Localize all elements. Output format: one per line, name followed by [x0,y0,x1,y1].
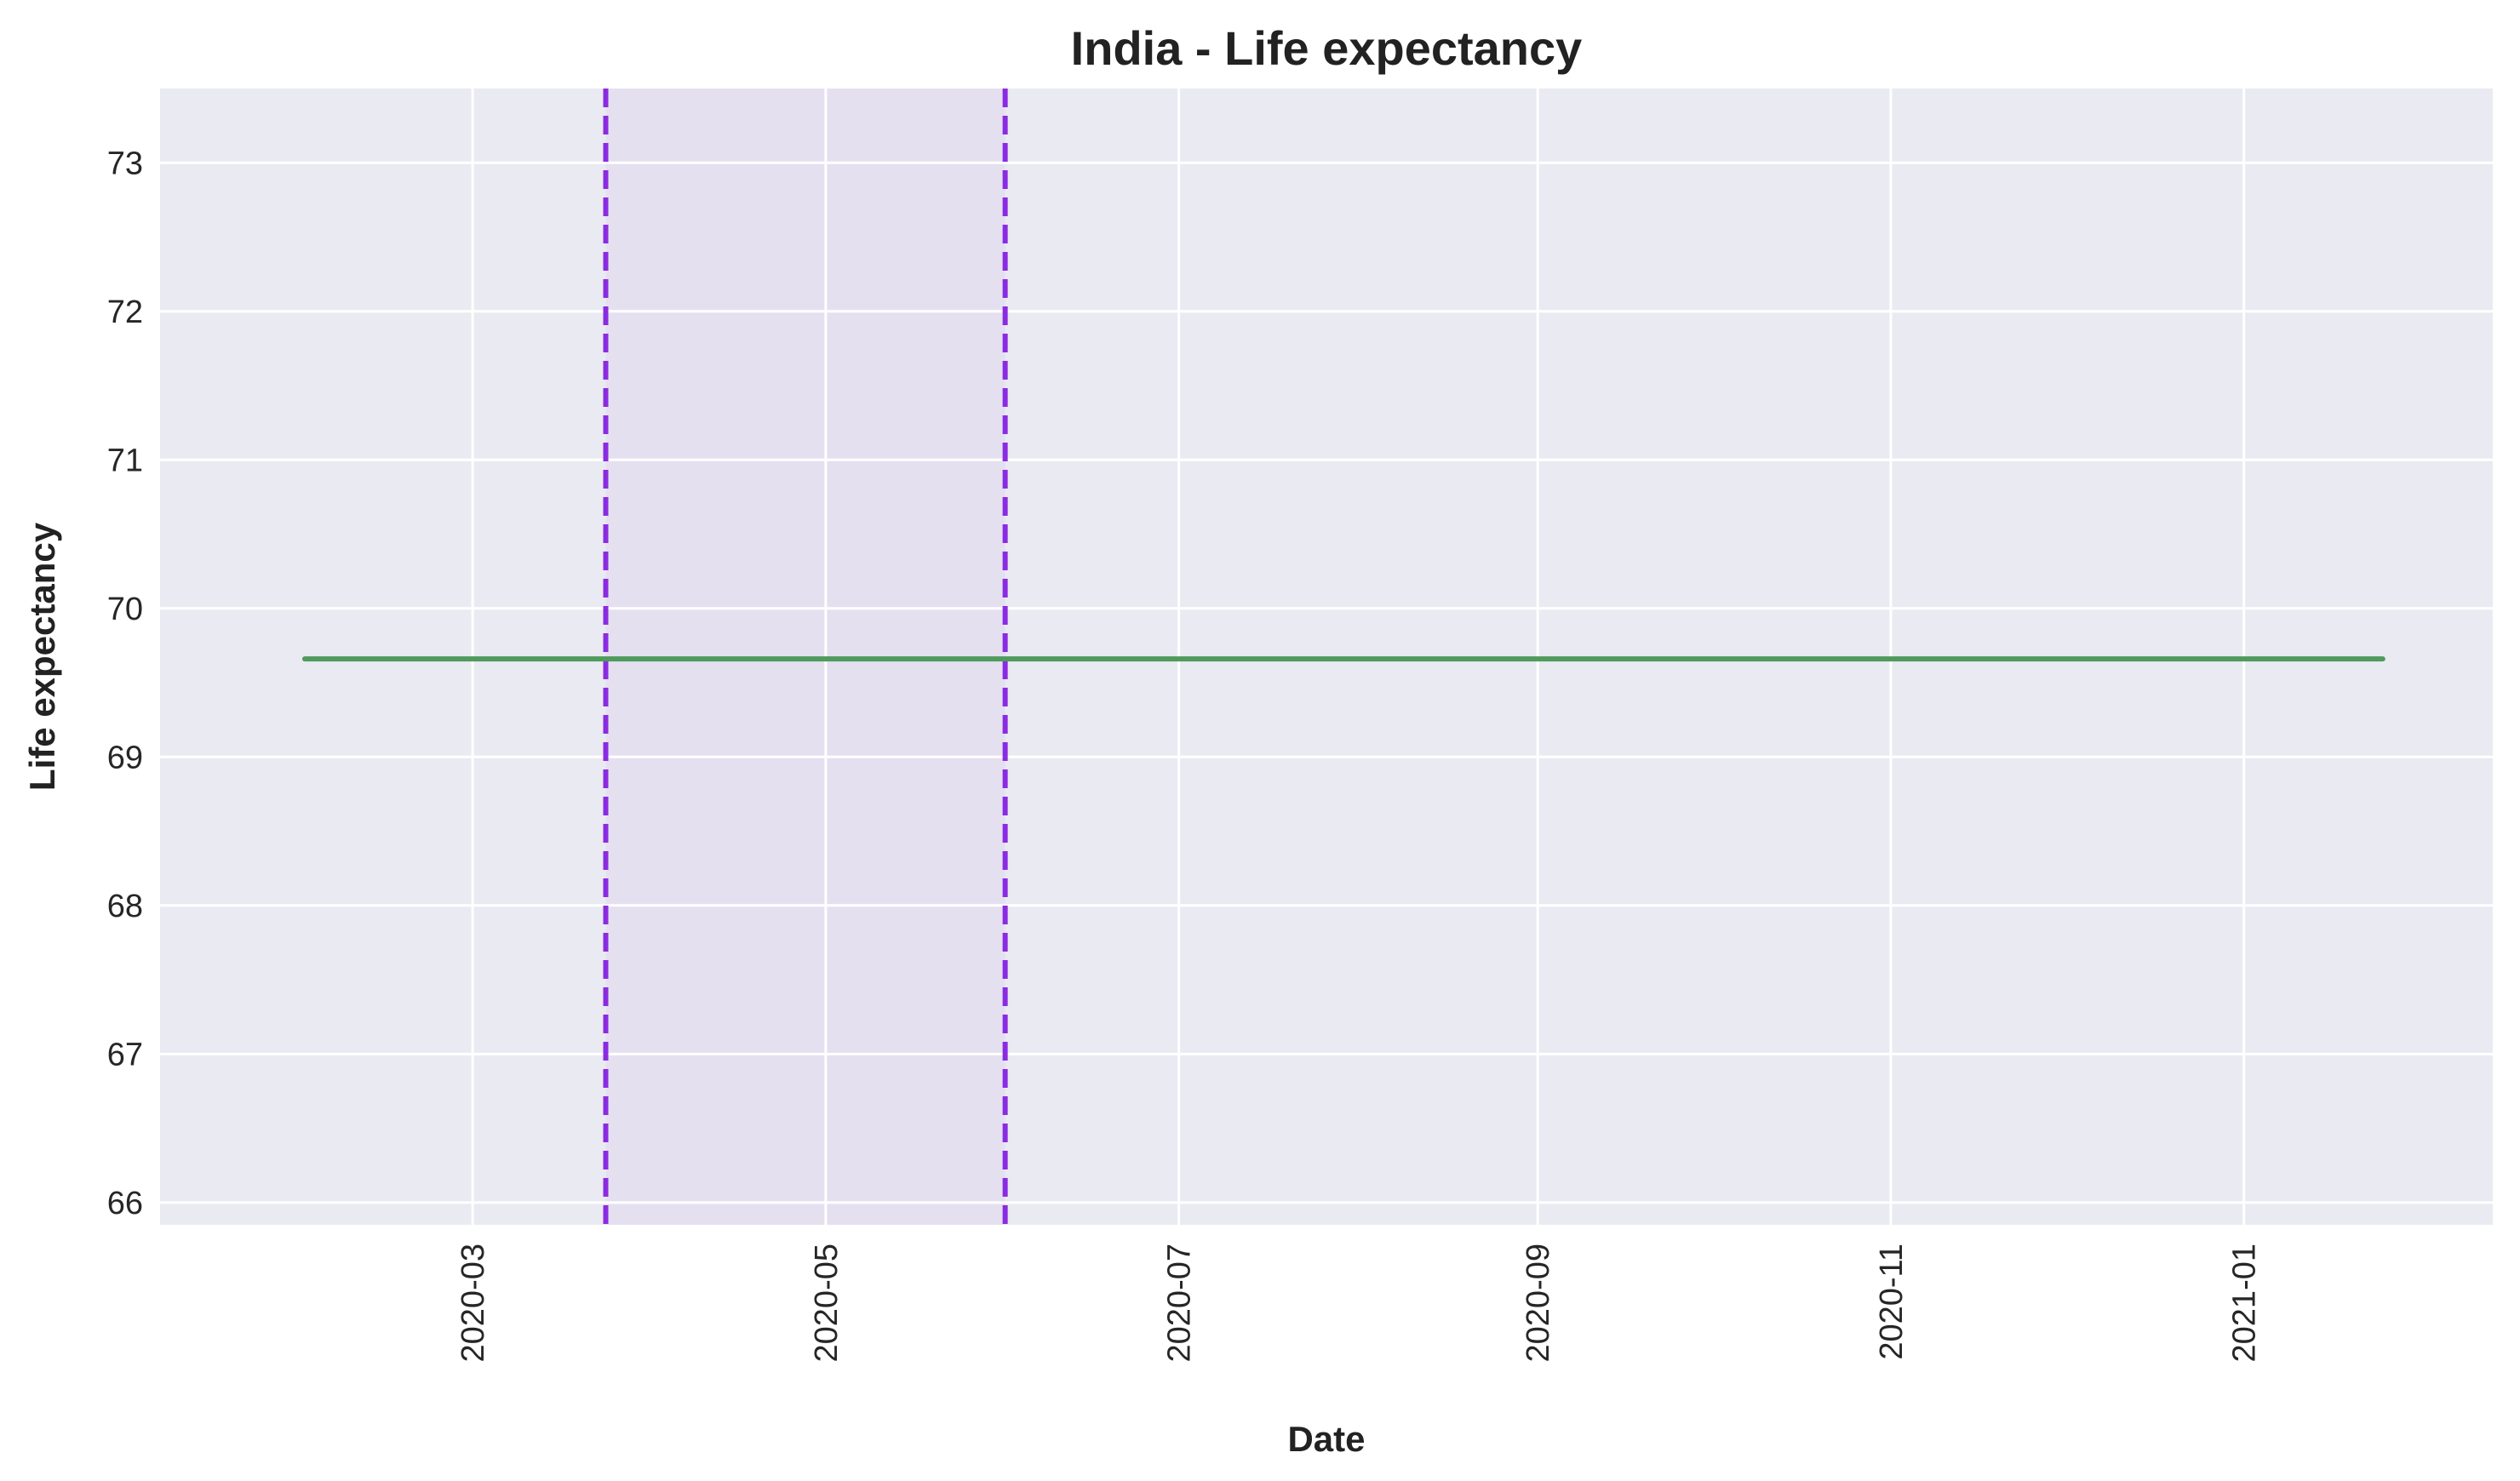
y-tick-label: 73 [107,146,143,181]
tick-label-layer: 66 67 68 69 70 71 72 73 2020-03 2020-05 2020-07 202… [107,146,2263,1362]
y-tick-label: 72 [107,294,143,330]
x-tick-label: 2020-11 [1874,1244,1910,1360]
y-tick-label: 70 [107,592,143,627]
x-tick-label: 2020-09 [1521,1244,1556,1362]
chart-title: India - Life expectancy [1071,21,1583,75]
y-tick-label: 71 [107,443,143,478]
y-tick-label: 68 [107,889,143,924]
y-axis-label: Life expectancy [22,522,62,791]
x-tick-label: 2020-03 [455,1244,491,1362]
x-tick-label: 2021-01 [2227,1244,2263,1362]
x-tick-label: 2020-07 [1162,1244,1198,1362]
y-tick-label: 67 [107,1037,143,1072]
x-tick-label: 2020-05 [809,1244,845,1362]
x-axis-label: Date [1287,1419,1365,1459]
y-tick-label: 66 [107,1186,143,1221]
y-tick-label: 69 [107,740,143,775]
